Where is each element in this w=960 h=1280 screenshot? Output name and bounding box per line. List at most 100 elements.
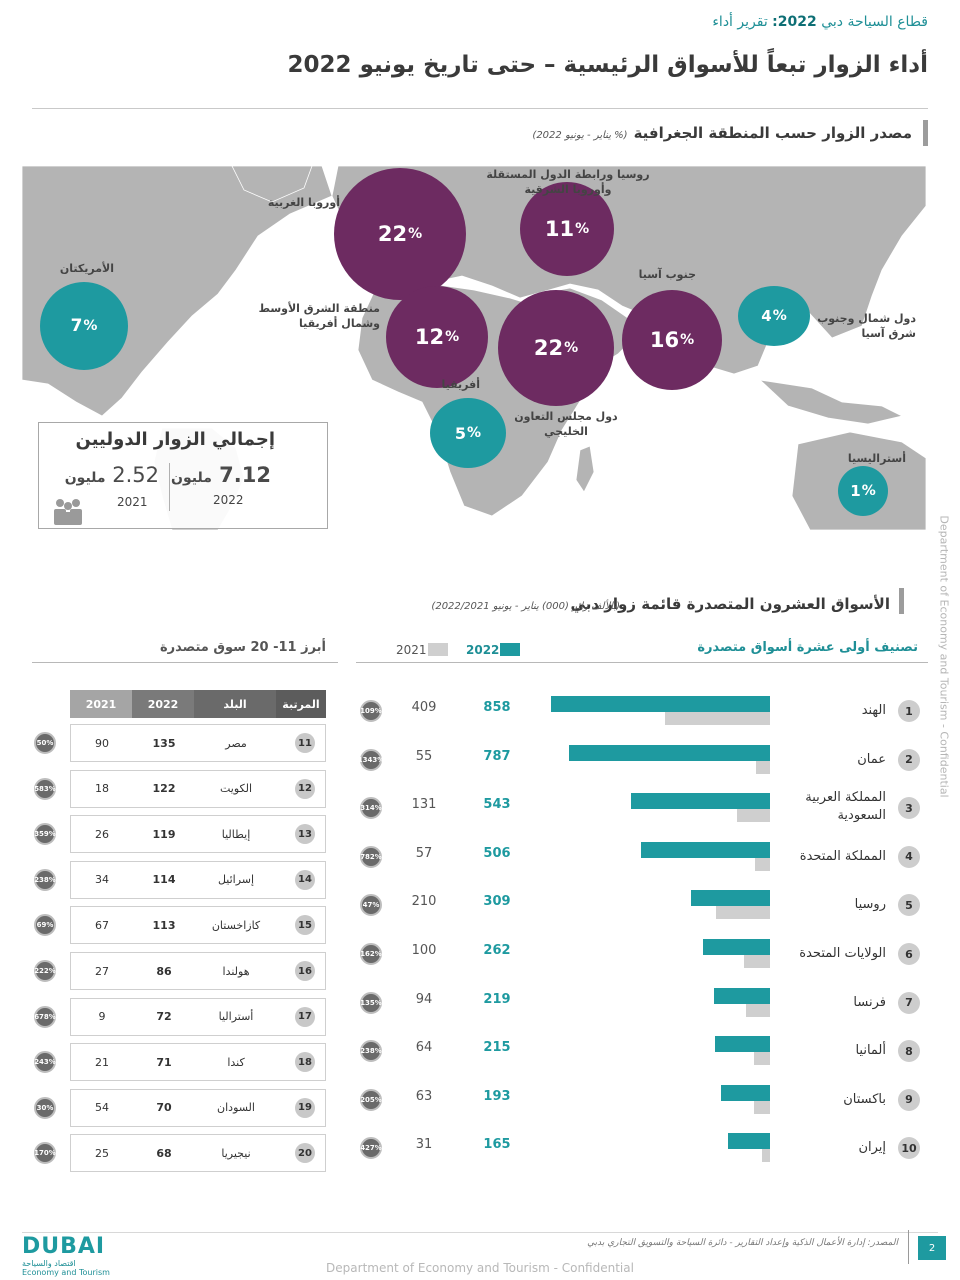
value-2022: 506 [483, 845, 511, 861]
cell-country: إيطاليا [221, 827, 251, 841]
growth-badge: 109% [360, 700, 382, 722]
bubble-unit: % [564, 340, 579, 356]
table-row: 26 119 إيطاليا 13 [70, 815, 326, 854]
cell-2021: 34 [95, 873, 109, 887]
bubble-gcc: 22% [498, 290, 614, 406]
table-row: 90 135 مصر 11 [70, 724, 326, 762]
bubble-value: 4 [761, 307, 772, 325]
cell-2021: 67 [95, 918, 109, 932]
growth-badge: 314% [360, 797, 382, 820]
bar-2022 [714, 987, 770, 1004]
bubble-ne-se-asia: 4% [738, 286, 810, 346]
label-mena: منطقة الشرق الأوسط وشمال أفريقيا [258, 302, 380, 330]
table-row: 67 113 كازاخستان 15 [70, 906, 326, 945]
cell-country: مصر [225, 736, 247, 750]
bubble-value: 22 [377, 222, 408, 246]
rank-badge: 8 [898, 1040, 920, 1063]
sector-prefix: قطاع السياحة دبي [821, 14, 928, 30]
dubai-logo: DUBAI اقتصاد والسياحة Economy and Touris… [22, 1234, 110, 1277]
bubble-mena: 12% [386, 286, 488, 388]
bar-2022 [691, 890, 770, 907]
growth-badge: 782% [360, 845, 382, 868]
header-divider [32, 108, 928, 109]
value-2022: 309 [483, 894, 511, 910]
market-label: المملكة المتحدة [799, 848, 886, 864]
bar-2021 [665, 712, 770, 725]
bar-2022 [720, 1084, 770, 1101]
rank-badge: 4 [898, 845, 920, 868]
total-2022-number: 7.12 [219, 463, 271, 487]
table-row: 18 122 الكويت 12 [70, 769, 326, 808]
table-row: 25 68 نيجيريا 20 [70, 1134, 326, 1173]
bubble-unit: % [772, 308, 787, 324]
map-greenland [231, 166, 313, 203]
cell-2021: 9 [98, 1010, 106, 1024]
bubble-africa: 5% [430, 398, 506, 468]
value-2021: 131 [411, 797, 437, 813]
cell-2021: 90 [95, 736, 109, 750]
label-gcc: دول مجلس التعاون الخليجي [514, 410, 618, 438]
geo-section-note: (% يناير - يونيو 2022) [532, 130, 628, 141]
bubble-unit: % [445, 329, 460, 345]
growth-badge: 583% [34, 777, 56, 800]
growth-badge: 427% [360, 1137, 382, 1160]
legend-label-2021: 2021 [396, 643, 427, 657]
growth-badge: 1343% [358, 748, 384, 771]
bubble-south-asia: 16% [622, 290, 722, 390]
cell-2022: 72 [156, 1010, 172, 1024]
label-south-asia: جنوب آسيا [638, 268, 696, 281]
bubble-value: 16 [649, 328, 680, 352]
col-header-country: البلد [194, 690, 276, 718]
cell-2022: 71 [156, 1055, 172, 1069]
bubble-australasia: 1% [838, 466, 888, 516]
cell-2022: 70 [156, 1101, 172, 1115]
bar-2021 [736, 809, 770, 823]
cell-rank: 20 [295, 1143, 315, 1164]
legend-swatch-2022 [500, 643, 520, 656]
rank-badge: 10 [898, 1137, 920, 1160]
value-2021: 409 [411, 700, 437, 715]
market-label: فرنسا [853, 994, 886, 1010]
page-number: 2 [918, 1236, 946, 1260]
growth-badge: 205% [360, 1088, 382, 1111]
cell-2022: 119 [152, 827, 176, 841]
bubble-americas: 7% [40, 282, 128, 370]
total-2022-year: 2022 [213, 493, 244, 507]
chart-title-rule [356, 662, 928, 663]
label-western-europe: أوروبا الغربية [267, 196, 340, 209]
cell-2022: 135 [152, 736, 176, 750]
value-2021: 100 [411, 943, 437, 958]
cell-country: إسرائيل [217, 873, 255, 887]
bubble-value: 1 [850, 482, 861, 500]
growth-badge: 359% [34, 823, 56, 846]
map-se-asia-islands [758, 379, 904, 425]
cell-rank: 14 [295, 869, 315, 890]
bubble-russia-cis: 11% [520, 182, 614, 276]
bubble-unit: % [467, 425, 482, 441]
map-madagascar [575, 445, 595, 493]
value-2022: 787 [483, 748, 511, 764]
bubble-western-europe: 22% [334, 168, 466, 300]
bar-2021 [744, 955, 770, 968]
footer-confidential: Department of Economy and Tourism - Conf… [326, 1261, 634, 1275]
value-2022: 215 [483, 1040, 511, 1056]
cell-country: الكويت [219, 782, 253, 796]
total-2022-unit: مليون [171, 470, 212, 486]
bubble-unit: % [83, 318, 98, 334]
bar-2021 [716, 906, 770, 920]
cell-country: كندا [227, 1055, 245, 1069]
cell-2022: 122 [152, 782, 176, 796]
totals-divider [169, 463, 170, 511]
footer-divider [908, 1230, 909, 1264]
growth-badge: 243% [34, 1051, 56, 1074]
bar-2022 [631, 793, 770, 810]
col-header-2022: 2022 [132, 690, 194, 718]
market-label: الولايات المتحدة [799, 946, 886, 961]
growth-badge: 47% [360, 894, 382, 917]
bar-2022 [703, 939, 770, 955]
bubble-value: 5 [454, 423, 467, 443]
vertical-confidential-text: Department of Economy and Tourism - Conf… [937, 515, 951, 798]
cell-rank: 13 [295, 824, 315, 845]
markets-section-note: (بالألف زائر (000) يناير - يونيو 2022/20… [431, 601, 620, 612]
bar-2021 [762, 1149, 770, 1163]
